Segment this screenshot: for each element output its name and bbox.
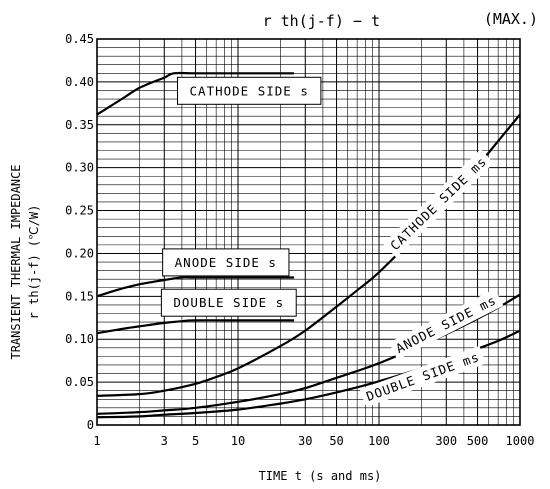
chart-title-group: r th(j-f) − t (MAX.) (263, 10, 538, 30)
curve-anode-side-s (96, 276, 295, 298)
curve-label-anode-side-s-group: ANODE SIDE s (162, 248, 290, 277)
y-tick-label: 0.10 (65, 332, 94, 346)
y-tick-label: 0 (87, 418, 94, 432)
chart-title-qualifier: (MAX.) (484, 10, 538, 28)
x-tick-label: 500 (467, 434, 489, 448)
curve-label-cathode-side-s: CATHODE SIDE s (190, 83, 309, 98)
x-tick-label: 1000 (506, 434, 535, 448)
curve-labels: CATHODE SIDE s ANODE SIDE s DOUBLE SIDE s C… (160, 76, 504, 408)
y-tick-label: 0.15 (65, 289, 94, 303)
x-tick-label: 30 (298, 434, 312, 448)
plot-frame (96, 38, 521, 426)
x-tick-label: 5 (192, 434, 199, 448)
y-axis-label: TRANSIENT THERMAL IMPEDANCE (9, 164, 23, 359)
curve-label-double-side-ms-background (359, 345, 486, 408)
curve-cathode-side-ms (96, 113, 521, 397)
y-axis-ticks: 0 0.05 0.10 0.15 0.20 0.25 0.30 0.35 0.40 0.45 (65, 32, 94, 432)
curve-label-double-side-s-group: DOUBLE SIDE s (160, 288, 297, 317)
chart-title: r th(j-f) − t (263, 12, 380, 30)
curve-label-anode-side-ms-background (388, 288, 504, 360)
curve-label-anode-side-s: ANODE SIDE s (175, 255, 277, 270)
x-tick-label: 1 (93, 434, 100, 448)
curve-label-cathode-side-ms-background (382, 149, 494, 258)
x-tick-label: 300 (435, 434, 457, 448)
curve-label-double-side-s-background (160, 288, 297, 317)
curve-label-double-side-s: DOUBLE SIDE s (173, 295, 284, 310)
x-tick-label: 50 (329, 434, 343, 448)
y-axis-unit-label: r th(j-f) (℃/W) (27, 205, 41, 320)
x-axis-label: TIME t (s and ms) (259, 469, 382, 483)
y-tick-label: 0.40 (65, 75, 94, 89)
curve-label-cathode-side-s-background (177, 76, 322, 105)
y-tick-label: 0.45 (65, 32, 94, 46)
y-tick-label: 0.20 (65, 246, 94, 260)
curve-double-side-s (96, 319, 295, 335)
x-tick-label: 3 (161, 434, 168, 448)
curve-label-anode-side-s-background (162, 248, 290, 277)
curve-label-cathode-side-ms: CATHODE SIDE ms (387, 154, 489, 254)
y-tick-label: 0.35 (65, 118, 94, 132)
x-tick-label: 100 (368, 434, 390, 448)
y-tick-label: 0.30 (65, 161, 94, 175)
curve-cathode-side-s (96, 71, 295, 116)
y-tick-label: 0.25 (65, 204, 94, 218)
x-tick-label: 10 (231, 434, 245, 448)
y-tick-label: 0.05 (65, 375, 94, 389)
curve-label-cathode-side-s-group: CATHODE SIDE s (177, 76, 322, 105)
x-axis-ticks: 1 3 5 10 30 50 100 300 500 1000 (93, 434, 534, 448)
